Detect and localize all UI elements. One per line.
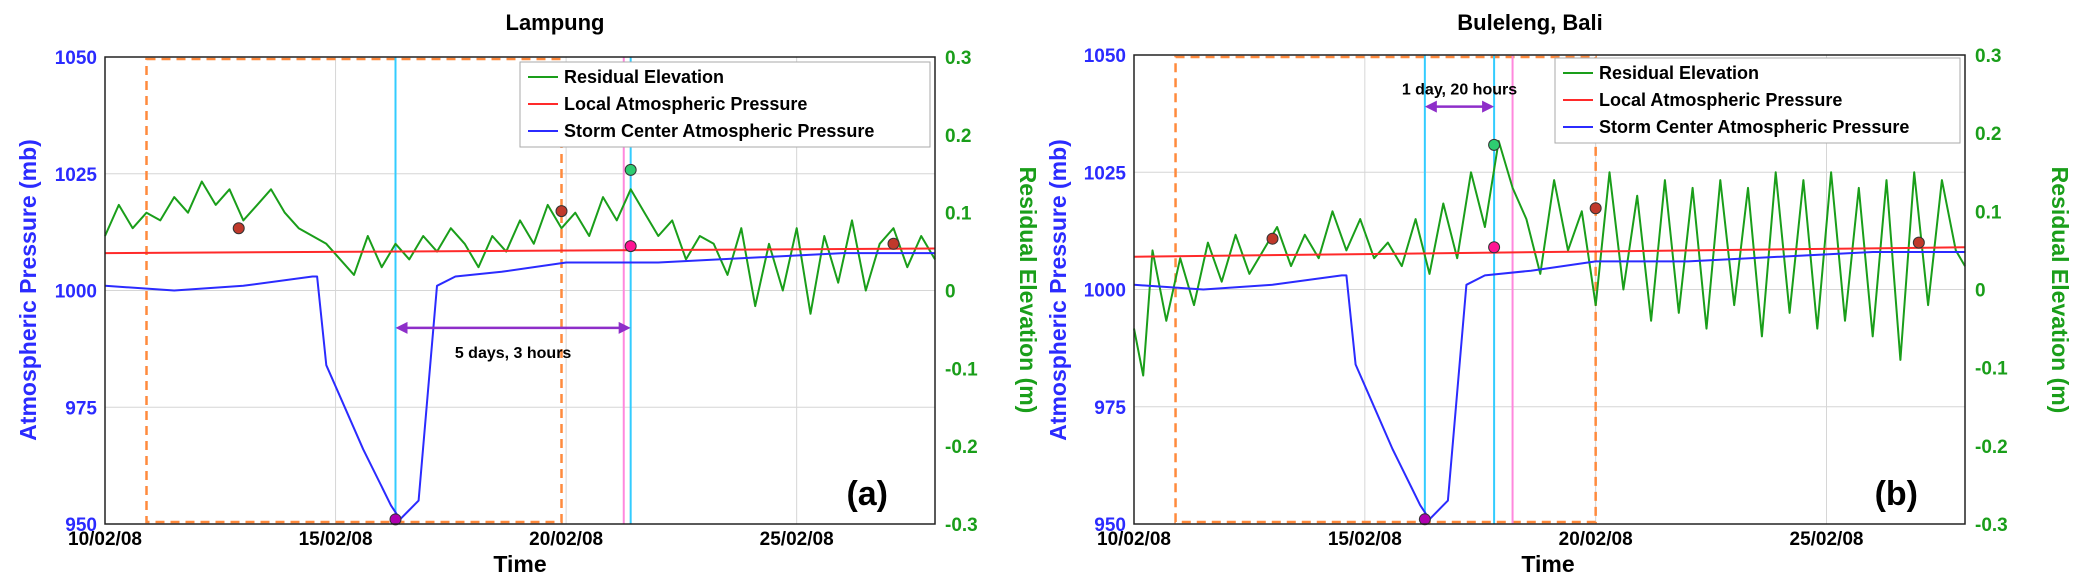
y-right-tick-label: 0 bbox=[1975, 281, 1986, 302]
data-point-marker bbox=[1488, 241, 1501, 254]
y-right-tick-label: 0 bbox=[945, 282, 956, 303]
y-left-tick-label: 975 bbox=[65, 398, 97, 419]
series-line-residual-elevation bbox=[1133, 140, 1966, 377]
data-point-marker bbox=[1589, 202, 1602, 215]
arrow-head-right bbox=[1482, 100, 1495, 113]
highlight-dashed-box bbox=[1174, 55, 1597, 524]
series-line-local-pressure bbox=[1133, 246, 1966, 258]
y-right-tick-label: -0.3 bbox=[945, 515, 978, 536]
y-right-tick-label: 0.3 bbox=[945, 48, 971, 69]
chart-title: Lampung bbox=[506, 10, 605, 35]
y-right-tick-label: 0.2 bbox=[945, 126, 971, 147]
dashed-box bbox=[145, 57, 563, 524]
y-right-tick-label: 0.1 bbox=[1975, 202, 2002, 223]
legend-label-storm: Storm Center Atmospheric Pressure bbox=[564, 121, 874, 141]
dashed-box bbox=[1174, 55, 1597, 524]
data-point-marker bbox=[887, 237, 900, 250]
legend-box bbox=[1554, 57, 1961, 144]
data-point-marker bbox=[1912, 236, 1925, 249]
legend-label-storm: Storm Center Atmospheric Pressure bbox=[1599, 117, 1909, 137]
y-left-axis-label: Atmospheric Pressure (mb) bbox=[1045, 139, 1071, 441]
legend-label-residual: Residual Elevation bbox=[564, 67, 724, 87]
series-group bbox=[1133, 140, 1966, 521]
y-left-tick-label: 1050 bbox=[55, 48, 97, 69]
markers bbox=[232, 163, 900, 526]
x-tick-label: 10/02/08 bbox=[68, 529, 142, 550]
legend-label-local: Local Atmospheric Pressure bbox=[1599, 90, 1842, 110]
duration-annotation: 1 day, 20 hours bbox=[1402, 82, 1517, 113]
y-left-tick-label: 1025 bbox=[55, 165, 98, 186]
data-point-marker bbox=[1266, 232, 1279, 245]
x-tick-label: 15/02/08 bbox=[299, 529, 373, 550]
legend-label-local: Local Atmospheric Pressure bbox=[564, 94, 807, 114]
y-left-tick-label: 1000 bbox=[55, 282, 97, 303]
series-line-residual-elevation bbox=[104, 180, 936, 315]
plot-frame bbox=[104, 56, 936, 525]
arrow-head-left bbox=[395, 321, 408, 334]
y-left-tick-label: 1000 bbox=[1084, 281, 1126, 302]
y-right-tick-label: -0.1 bbox=[945, 359, 978, 380]
data-point-marker bbox=[624, 240, 637, 253]
y-left-axis-label: Atmospheric Pressure (mb) bbox=[15, 139, 41, 441]
plot-frame bbox=[1133, 54, 1966, 525]
y-right-tick-label: 0.1 bbox=[945, 204, 972, 225]
legend: Residual Elevation Local Atmospheric Pre… bbox=[519, 61, 931, 148]
x-axis-label: Time bbox=[493, 551, 546, 577]
y-right-axis-label: Residual Elevation (m) bbox=[2047, 167, 2073, 414]
x-tick-label: 25/02/08 bbox=[1790, 529, 1864, 550]
y-left-tick-label: 950 bbox=[65, 515, 97, 536]
data-point-marker bbox=[232, 222, 245, 235]
y-right-axis-label: Residual Elevation (m) bbox=[1015, 167, 1041, 414]
duration-annotation: 5 days, 3 hours bbox=[395, 321, 631, 362]
x-tick-label: 20/02/08 bbox=[529, 529, 603, 550]
highlight-dashed-box bbox=[145, 57, 563, 524]
panel-label: (b) bbox=[1875, 475, 1918, 513]
y-right-tick-label: -0.2 bbox=[1975, 437, 2008, 458]
x-axis: 10/02/08 15/02/08 20/02/08 25/02/08 Time bbox=[1097, 529, 1863, 577]
x-axis: 10/02/08 15/02/08 20/02/08 25/02/08 Time bbox=[68, 529, 834, 577]
y-axis-left: 950 975 1000 1025 1050 Atmospheric Press… bbox=[15, 48, 97, 536]
data-point-marker bbox=[1418, 513, 1431, 526]
series-line-local-pressure bbox=[104, 247, 936, 255]
y-right-tick-label: -0.3 bbox=[1975, 515, 2008, 536]
y-left-tick-label: 975 bbox=[1094, 398, 1126, 419]
data-point-marker bbox=[624, 163, 637, 176]
chart-title: Buleleng, Bali bbox=[1457, 10, 1602, 35]
y-left-tick-label: 1050 bbox=[1084, 46, 1126, 67]
x-tick-label: 10/02/08 bbox=[1097, 529, 1171, 550]
arrow-head-left bbox=[1424, 100, 1437, 113]
arrow-head-right bbox=[618, 321, 631, 334]
chart-panel-a: Lampung 5 days, 3 hours 10/02/08 15/02/0… bbox=[15, 10, 1041, 577]
markers bbox=[1266, 138, 1925, 526]
legend-box bbox=[519, 61, 931, 148]
y-axis-left: 950 975 1000 1025 1050 Atmospheric Press… bbox=[1045, 46, 1126, 536]
y-axis-right: -0.3 -0.2 -0.1 0 0.1 0.2 0.3 Residual El… bbox=[1975, 46, 2073, 536]
chart-panel-b: Buleleng, Bali 1 day, 20 hours 10/02/08 … bbox=[1045, 10, 2073, 577]
data-point-marker bbox=[555, 205, 568, 218]
series-line-storm-center-pressure bbox=[1133, 251, 1965, 521]
y-left-tick-label: 950 bbox=[1094, 515, 1126, 536]
data-point-marker bbox=[1488, 138, 1501, 151]
series-line-storm-center-pressure bbox=[104, 252, 935, 521]
legend-label-residual: Residual Elevation bbox=[1599, 63, 1759, 83]
y-right-tick-label: 0.2 bbox=[1975, 124, 2001, 145]
y-axis-right: -0.3 -0.2 -0.1 0 0.1 0.2 0.3 Residual El… bbox=[945, 48, 1041, 536]
data-point-marker bbox=[389, 513, 402, 526]
duration-label: 1 day, 20 hours bbox=[1402, 82, 1517, 99]
x-axis-label: Time bbox=[1521, 551, 1574, 577]
vlines bbox=[1423, 55, 1514, 524]
x-tick-label: 25/02/08 bbox=[760, 529, 834, 550]
x-tick-label: 15/02/08 bbox=[1328, 529, 1402, 550]
y-right-tick-label: -0.1 bbox=[1975, 359, 2008, 380]
duration-label: 5 days, 3 hours bbox=[455, 345, 572, 362]
y-left-tick-label: 1025 bbox=[1084, 163, 1127, 184]
y-right-tick-label: -0.2 bbox=[945, 437, 978, 458]
legend: Residual Elevation Local Atmospheric Pre… bbox=[1554, 57, 1961, 144]
panel-label: (a) bbox=[846, 475, 888, 513]
x-tick-label: 20/02/08 bbox=[1559, 529, 1633, 550]
y-right-tick-label: 0.3 bbox=[1975, 46, 2001, 67]
